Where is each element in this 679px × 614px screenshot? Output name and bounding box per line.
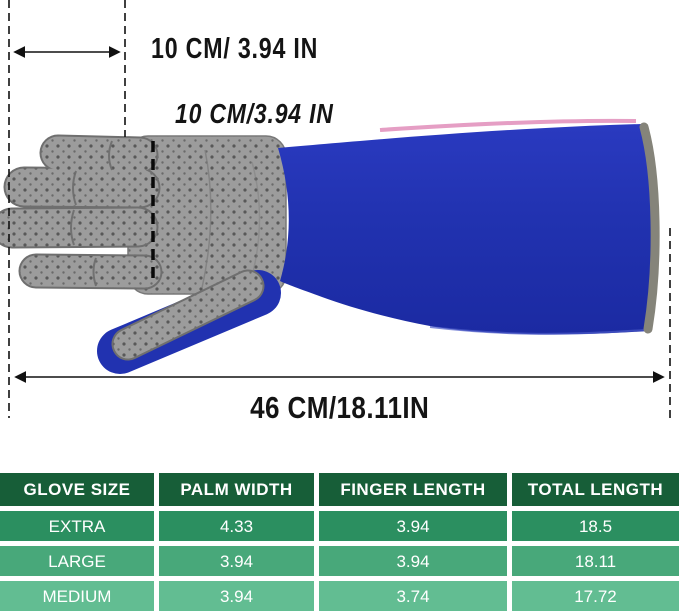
table-cell-total-length: 18.5 (512, 511, 679, 541)
header-cell-glove-size: GLOVE SIZE (0, 473, 154, 506)
table-cell-total-length: 17.72 (512, 581, 679, 611)
total-length-label: 46 CM/18.11IN (249, 390, 430, 425)
glove-fingers (0, 134, 163, 290)
glove-size-table: GLOVE SIZE PALM WIDTH FINGER LENGTH TOTA… (0, 473, 679, 611)
header-cell-total-length: TOTAL LENGTH (512, 473, 679, 506)
glove-thumb (113, 271, 263, 359)
palm-width-measure (8, 0, 126, 418)
header-cell-finger-length: FINGER LENGTH (319, 473, 507, 506)
table-cell-finger-length: 3.74 (319, 581, 507, 611)
total-length-label-wrap: 46 CM/18.11IN (0, 390, 679, 426)
table-cell-palm-width: 3.94 (159, 581, 314, 611)
table-cell-size: MEDIUM (0, 581, 154, 611)
table-cell-finger-length: 3.94 (319, 546, 507, 576)
finger-seams (70, 140, 113, 287)
glove-image (0, 118, 660, 374)
table-cell-palm-width: 3.94 (159, 546, 314, 576)
palm-stitch-lines (201, 149, 261, 289)
table-cell-finger-length: 3.94 (319, 511, 507, 541)
cuff-bottom-highlight (429, 326, 645, 335)
cuff-pink-edge (379, 118, 637, 132)
table-cell-palm-width: 4.33 (159, 511, 314, 541)
header-cell-palm-width: PALM WIDTH (159, 473, 314, 506)
total-length-measure (14, 228, 671, 418)
cuff-end-trim (639, 122, 660, 334)
table-cell-size: LARGE (0, 546, 154, 576)
palm-width-label: 10 CM/ 3.94 IN (151, 33, 319, 65)
table-cell-total-length: 18.11 (512, 546, 679, 576)
glove-cuff (278, 124, 655, 335)
table-cell-size: EXTRA (0, 511, 154, 541)
finger-length-label: 10 CM/3.94 IN (175, 98, 334, 129)
